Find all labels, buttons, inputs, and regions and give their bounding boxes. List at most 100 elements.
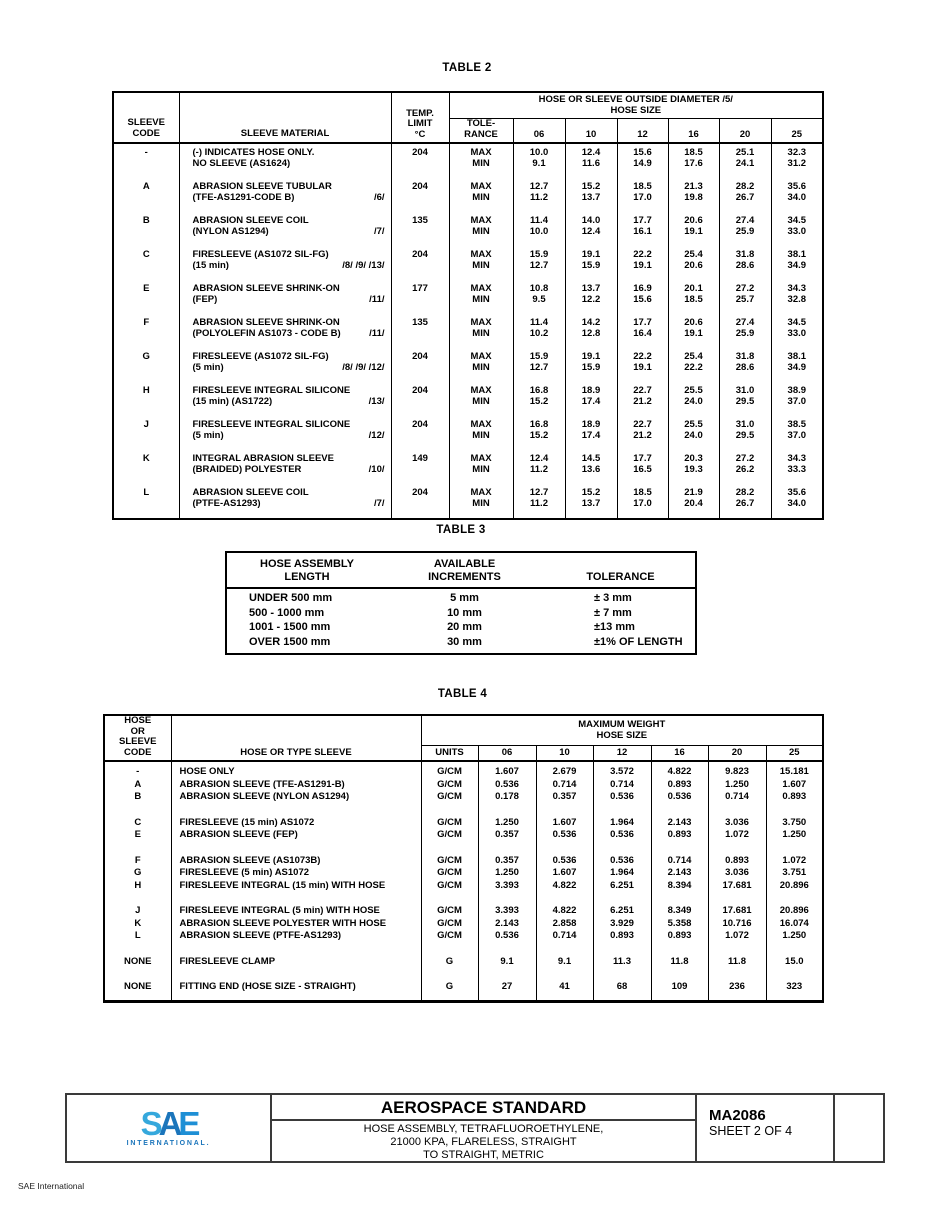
min-value: 25.7 xyxy=(735,294,755,305)
max-value: 15.2 xyxy=(581,487,601,498)
table2-row: J FIRESLEEVE INTEGRAL SILICONE (5 min) /12/… xyxy=(112,416,824,450)
weight-value-cell: 1.072 xyxy=(707,930,766,943)
header-line: SLEEVE xyxy=(119,736,157,747)
diameter-value-cell: 10.0 9.1 xyxy=(512,143,565,178)
diameter-value-cell: 25.5 24.0 xyxy=(667,416,719,450)
min-value: 17.0 xyxy=(633,192,652,203)
min-value: 11.2 xyxy=(530,498,548,509)
weight-value-cell: 1.250 xyxy=(765,930,824,943)
min-label: MIN xyxy=(472,464,490,475)
sleeve-code-cell: H xyxy=(112,382,179,416)
code-cell: H xyxy=(103,879,171,892)
units-cell: G xyxy=(420,968,478,1001)
diameter-value-cell: 16.8 15.2 xyxy=(512,416,565,450)
table4-size-header: 10 xyxy=(535,745,593,763)
max-value: 38.9 xyxy=(787,385,807,396)
length-cell: 1001 - 1500 mm xyxy=(249,621,331,633)
weight-value-cell: 0.893 xyxy=(765,791,824,804)
header-line: LIMIT xyxy=(407,118,433,129)
max-value: 31.0 xyxy=(735,385,755,396)
weight-value-cell: 0.714 xyxy=(650,841,708,867)
diameter-value-cell: 27.2 25.7 xyxy=(718,280,771,314)
weight-value-cell: 17.681 xyxy=(707,892,766,918)
diameter-value-cell: 25.4 22.2 xyxy=(667,348,719,382)
table4-header-code: HOSE OR SLEEVE CODE xyxy=(103,715,171,762)
max-value: 32.3 xyxy=(787,147,807,158)
weight-value-cell: 2.858 xyxy=(535,917,593,930)
sleeve-code-cell: B xyxy=(112,212,179,246)
diameter-value-cell: 11.4 10.2 xyxy=(512,314,565,348)
min-value: 18.5 xyxy=(684,294,703,305)
weight-value-cell: 0.893 xyxy=(650,930,708,943)
min-value: 34.0 xyxy=(787,498,807,509)
table4-header-max-weight: MAXIMUM WEIGHT HOSE SIZE xyxy=(420,715,824,747)
weight-value-cell: 0.893 xyxy=(650,829,708,842)
max-value: 18.5 xyxy=(633,487,652,498)
min-value: 13.7 xyxy=(581,498,601,509)
max-value: 34.3 xyxy=(787,283,807,294)
header-line: TOLE- xyxy=(466,118,496,129)
material-line1: ABRASION SLEEVE COIL xyxy=(192,487,309,498)
title-divider xyxy=(272,1119,695,1121)
weight-value-cell: 3.393 xyxy=(477,879,536,892)
header-line: HOSE SIZE xyxy=(610,104,662,116)
code-cell: L xyxy=(103,930,171,943)
diameter-value-cell: 18.5 17.0 xyxy=(616,178,668,212)
weight-value-cell: 0.357 xyxy=(477,841,536,867)
weight-value-cell: 9.823 xyxy=(707,761,766,779)
table2-header-sleeve-code: SLEEVE CODE xyxy=(112,92,179,144)
max-value: 25.4 xyxy=(684,351,703,362)
min-value: 19.8 xyxy=(684,192,703,203)
length-cell: 500 - 1000 mm xyxy=(249,606,325,619)
header-line: TEMP. xyxy=(406,107,434,119)
table2-row: - (-) INDICATES HOSE ONLY. NO SLEEVE (AS16… xyxy=(112,143,824,178)
min-value: 24.1 xyxy=(735,158,755,169)
diameter-value-cell: 12.7 11.2 xyxy=(512,484,565,519)
tolerance-cell: ± 3 mm xyxy=(594,592,632,604)
weight-value-cell: 8.394 xyxy=(650,879,708,892)
weight-value-cell: 6.251 xyxy=(592,892,651,918)
table2: SLEEVE CODE SLEEVE MATERIAL TEMP. LIMIT … xyxy=(112,91,825,520)
material-line2-text: (PTFE-AS1293) xyxy=(192,498,261,509)
diameter-value-cell: 21.9 20.4 xyxy=(667,484,719,519)
max-value: 19.1 xyxy=(581,351,601,362)
diameter-value-cell: 28.2 26.7 xyxy=(718,484,771,519)
diameter-value-cell: 16.9 15.6 xyxy=(616,280,668,314)
min-value: 16.1 xyxy=(633,226,652,237)
min-value: 17.0 xyxy=(633,498,652,509)
max-value: 17.7 xyxy=(633,215,652,226)
weight-value-cell: 27 xyxy=(477,968,536,1001)
table4-title: TABLE 4 xyxy=(437,688,488,700)
max-value: 38.5 xyxy=(787,419,807,430)
min-value: 16.4 xyxy=(633,328,652,339)
material-line2: (BRAIDED) POLYESTER/10/ xyxy=(193,464,391,475)
max-value: 38.1 xyxy=(787,249,807,260)
table4-row: A ABRASION SLEEVE (TFE-AS1291-B) G/CM 0.536… xyxy=(103,778,824,791)
max-value: 35.6 xyxy=(787,181,807,192)
material-line2: (FEP) /11/ xyxy=(193,294,391,305)
table4-row: H FIRESLEEVE INTEGRAL (15 min) WITH HOSE G… xyxy=(103,879,824,892)
weight-value-cell: 109 xyxy=(650,968,708,1001)
sleeve-code-cell: E xyxy=(112,280,179,314)
header-line: OR xyxy=(130,725,145,737)
min-value: 19.3 xyxy=(684,464,703,475)
max-value: 28.2 xyxy=(735,181,755,192)
weight-value-cell: 10.716 xyxy=(707,917,766,930)
table4-row: K ABRASION SLEEVE POLYESTER WITH HOSE G/CM… xyxy=(103,917,824,930)
table2-header-temp-limit: TEMP. LIMIT °C xyxy=(390,92,449,144)
min-value: 26.2 xyxy=(735,464,755,475)
max-value: 11.4 xyxy=(530,215,548,226)
weight-value-cell: 3.393 xyxy=(477,892,536,918)
max-value: 20.1 xyxy=(684,283,703,294)
weight-value-cell: 0.714 xyxy=(592,778,651,791)
units-cell: G xyxy=(420,942,478,968)
min-label: MIN xyxy=(472,396,490,407)
weight-value-cell: 3.750 xyxy=(765,803,824,829)
tolerance-cell: MAX MIN xyxy=(448,450,513,484)
min-value: 28.6 xyxy=(735,362,755,373)
sleeve-code-cell: C xyxy=(112,246,179,280)
weight-value-cell: 0.357 xyxy=(535,791,593,804)
units-cell: G/CM xyxy=(420,930,478,943)
diameter-value-cell: 25.4 20.6 xyxy=(667,246,719,280)
document-subtitle-line3: TO STRAIGHT, METRIC xyxy=(423,1149,544,1161)
